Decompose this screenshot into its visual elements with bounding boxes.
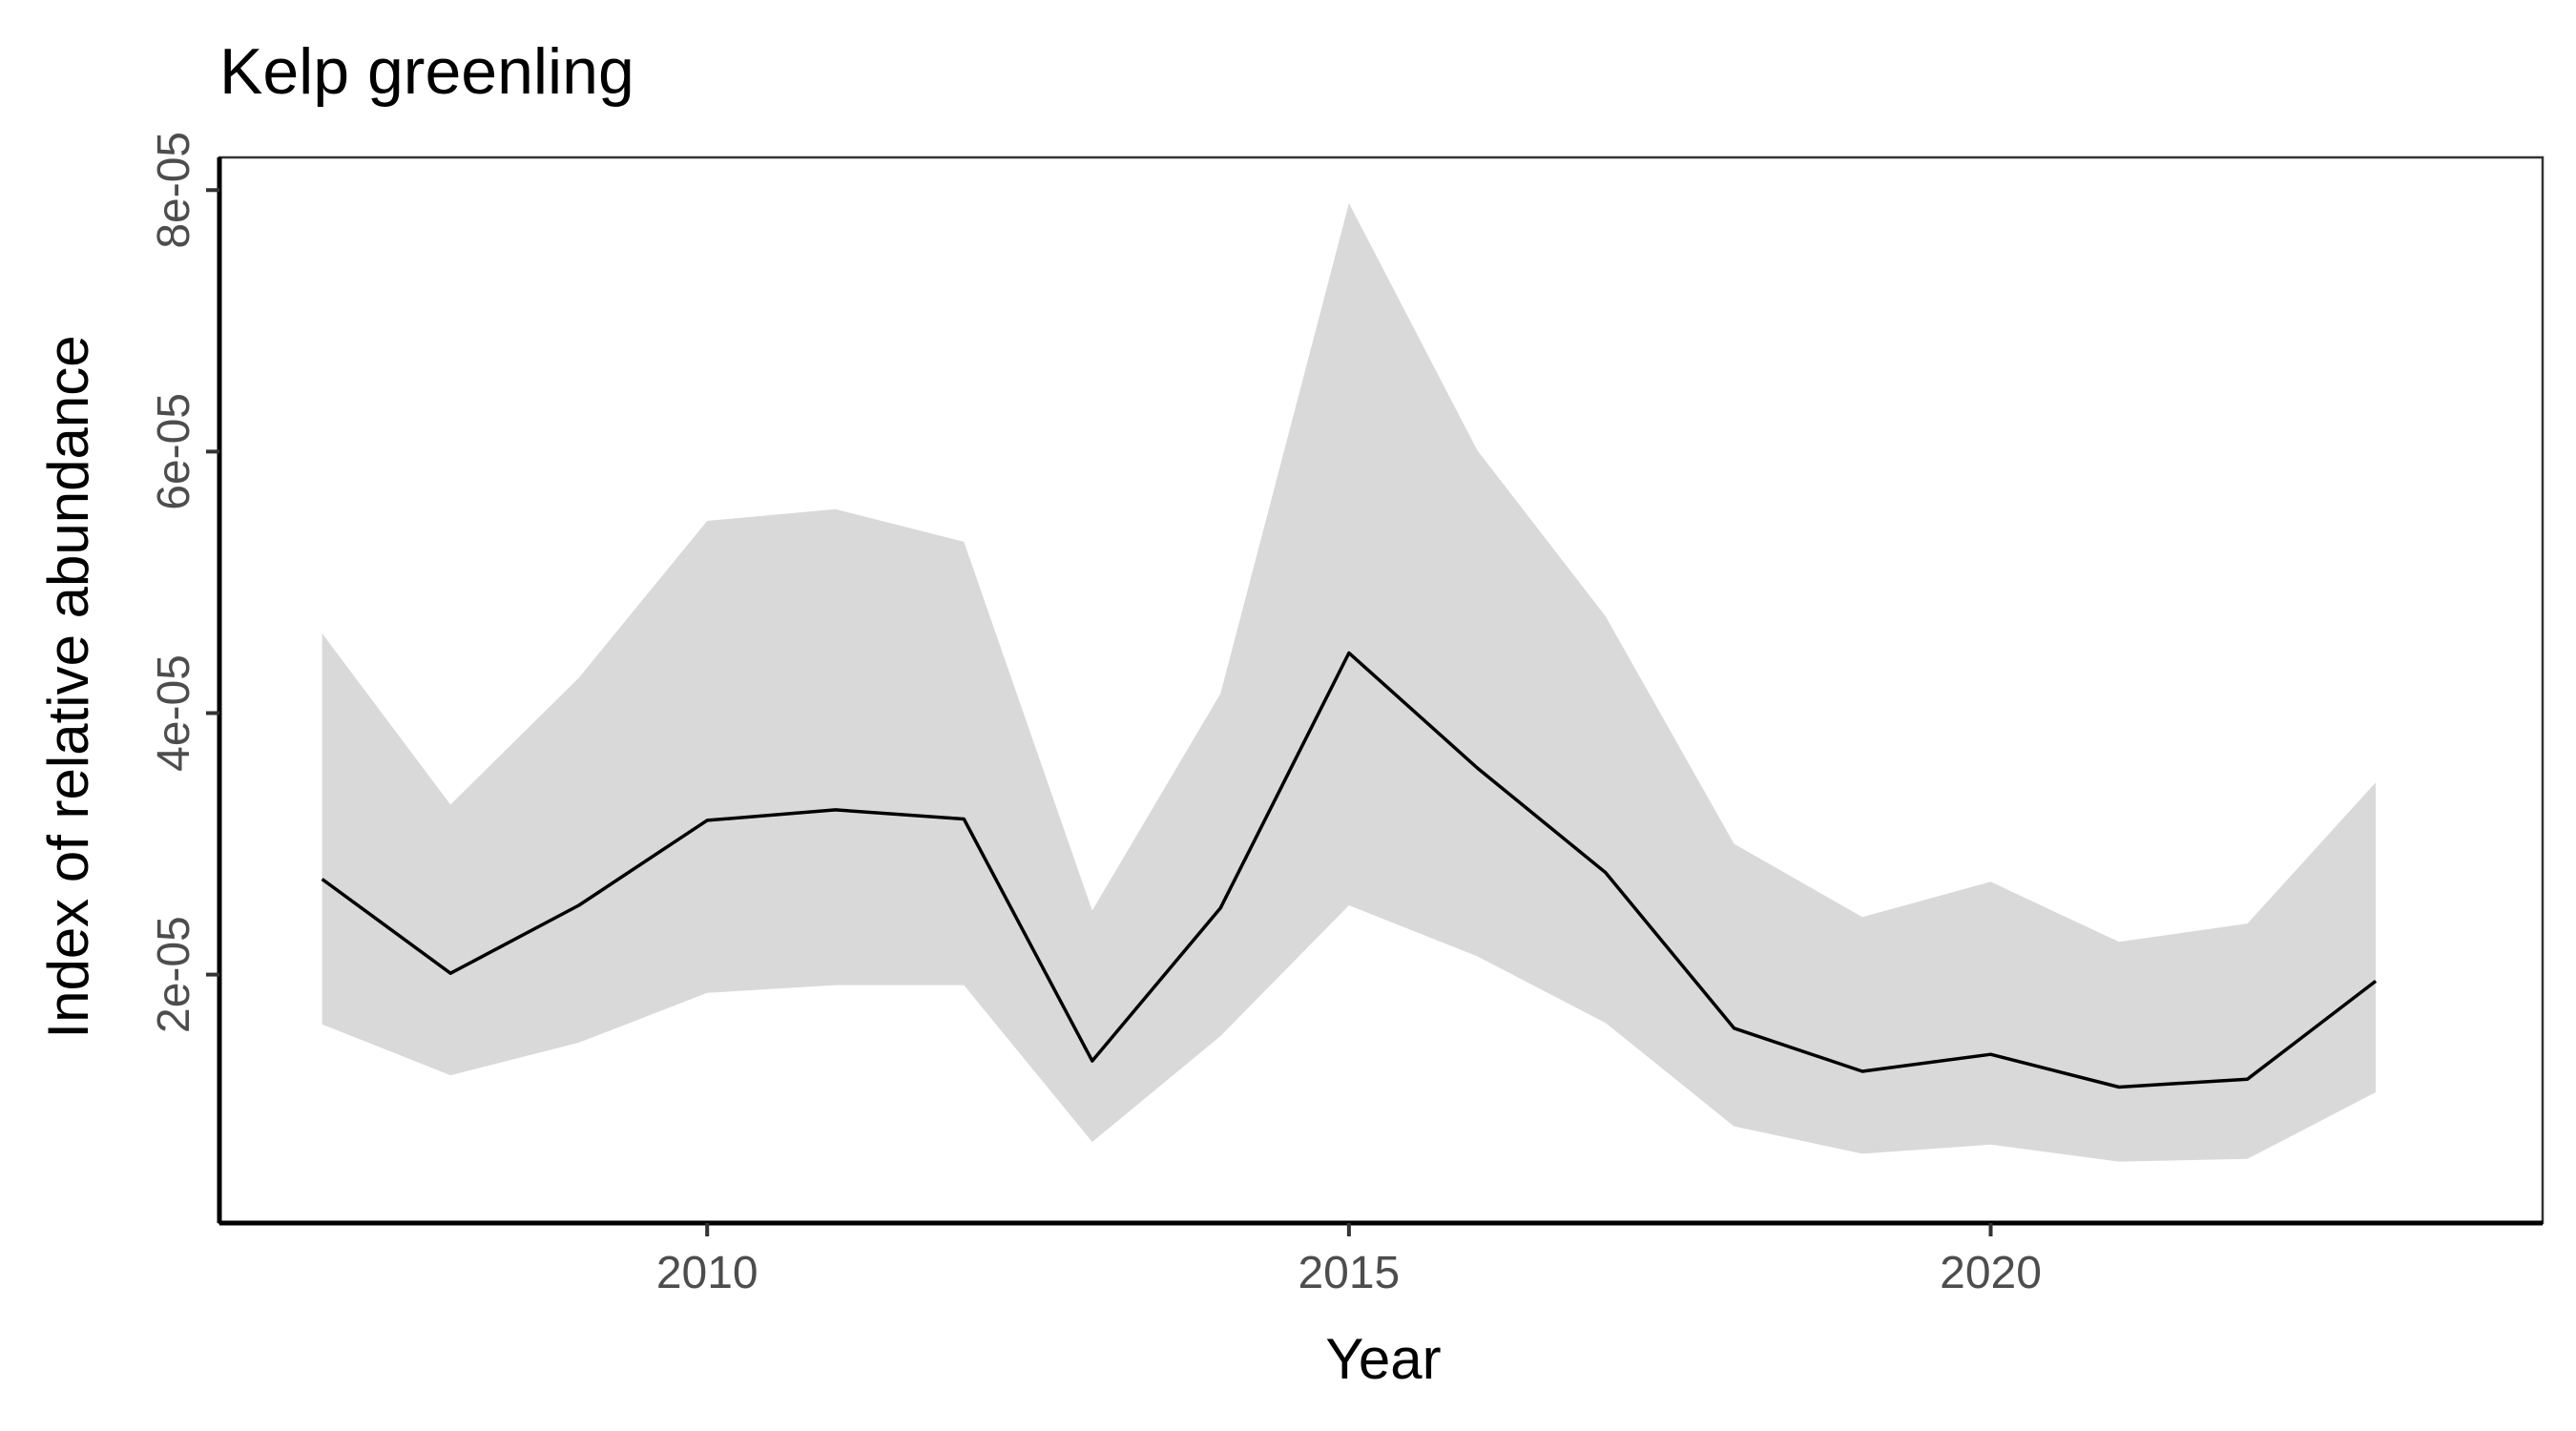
- x-tick-label: 2015: [1298, 1248, 1400, 1298]
- x-axis-title: Year: [1325, 1327, 1441, 1391]
- y-tick-label: 8e-05: [149, 132, 199, 249]
- series-line: [321, 651, 2378, 1089]
- x-axis: 2010 2015 2020: [219, 1220, 2543, 1298]
- plot-panel: [218, 156, 2545, 1225]
- y-tick-label: 2e-05: [149, 916, 199, 1033]
- x-tick-label: 2020: [1940, 1248, 2042, 1298]
- confidence-ribbon: [322, 203, 2377, 1162]
- x-tick-label: 2010: [656, 1248, 758, 1298]
- y-tick-label: 6e-05: [149, 393, 199, 510]
- y-axis-title: Index of relative abundance: [36, 335, 100, 1038]
- chart-title: Kelp greenling: [219, 35, 634, 108]
- y-axis: 2e-05 4e-05 6e-05 8e-05: [149, 132, 222, 1223]
- y-tick-label: 4e-05: [149, 654, 199, 772]
